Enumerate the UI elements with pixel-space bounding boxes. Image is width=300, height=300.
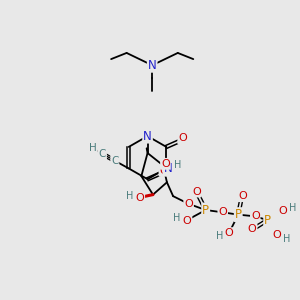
Text: H: H [172,213,180,223]
Text: O: O [224,228,233,238]
Text: O: O [178,134,187,143]
Text: O: O [238,191,247,201]
Text: O: O [184,199,193,209]
Text: C: C [111,156,118,166]
Text: O: O [248,224,256,234]
Text: N: N [143,130,152,142]
Text: H: H [216,231,223,241]
Text: O: O [135,194,144,203]
Text: H: H [89,143,97,153]
Text: C: C [99,149,106,159]
Text: H: H [289,203,296,213]
Text: H: H [126,191,134,201]
Text: O: O [218,207,227,217]
Text: O: O [161,159,170,169]
Text: P: P [202,203,209,217]
Text: O: O [160,166,168,176]
Text: N: N [148,59,157,72]
Text: H: H [283,233,290,244]
Text: N: N [164,162,172,175]
Text: P: P [235,208,242,221]
Text: O: O [192,187,201,196]
Text: H: H [173,160,181,170]
Text: O: O [251,211,260,221]
Text: O: O [183,216,191,226]
Text: O: O [279,206,288,216]
Text: O: O [273,230,281,240]
Text: P: P [264,214,271,226]
